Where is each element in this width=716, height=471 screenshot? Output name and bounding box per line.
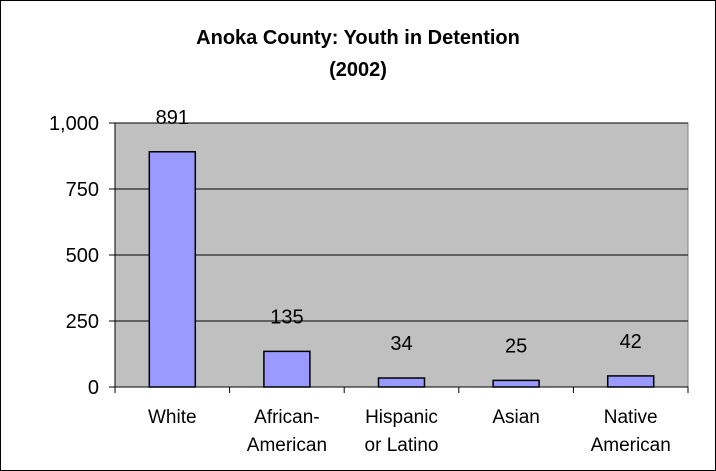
chart-title-block: Anoka County: Youth in Detention (2002) xyxy=(0,22,716,86)
x-tick-label: Hispanic or Latino xyxy=(365,407,439,456)
y-tick-label: 500 xyxy=(66,245,99,267)
data-label: 135 xyxy=(270,306,303,328)
x-tick-label: Native American xyxy=(591,407,671,456)
x-tick-label: Asian xyxy=(492,407,540,428)
data-label: 891 xyxy=(156,107,189,129)
chart-subtitle: (2002) xyxy=(329,59,387,81)
bar xyxy=(377,377,426,388)
bar xyxy=(492,379,540,388)
bar xyxy=(263,350,311,388)
y-tick-label: 750 xyxy=(66,179,99,201)
x-tick-label: White xyxy=(148,407,197,428)
bar xyxy=(606,375,655,388)
bar xyxy=(148,151,197,388)
x-tick-label: African-American xyxy=(247,407,327,456)
data-label: 34 xyxy=(390,333,412,355)
data-label: 25 xyxy=(505,335,527,357)
y-tick-label: 250 xyxy=(66,311,99,333)
y-tick-label: 0 xyxy=(88,377,99,399)
data-label: 42 xyxy=(620,331,642,353)
chart-title: Anoka County: Youth in Detention xyxy=(196,27,520,49)
y-tick-label: 1,000 xyxy=(49,113,99,135)
